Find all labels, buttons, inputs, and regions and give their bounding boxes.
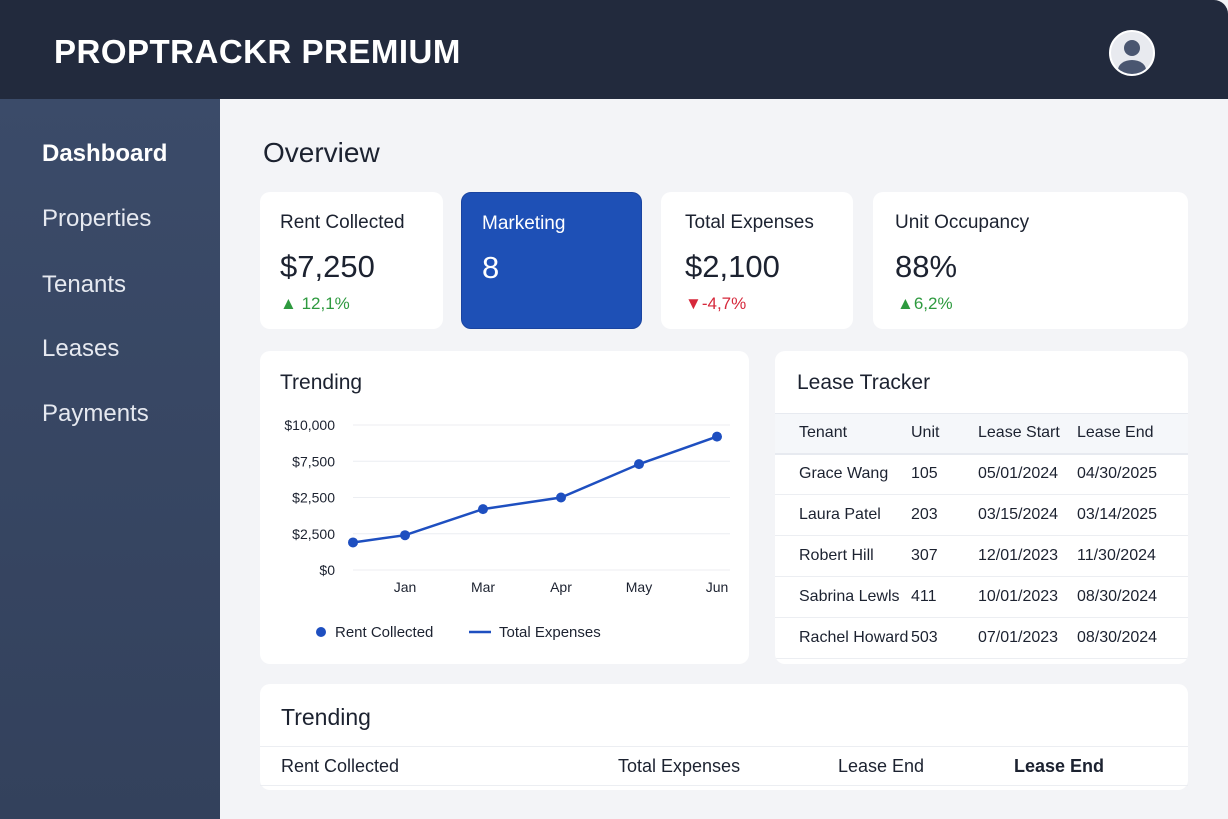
column-header[interactable]: Lease Start <box>978 413 1077 455</box>
table-cell: Grace Wang <box>775 453 911 495</box>
kpi-value: $2,100 <box>685 249 780 284</box>
table-cell: 10/01/2023 <box>978 576 1077 618</box>
kpi-value: 8 <box>482 250 500 285</box>
x-tick-label: Apr <box>550 579 572 595</box>
table-cell: 05/01/2024 <box>978 453 1077 495</box>
page-title: Overview <box>263 137 380 168</box>
top-header: PROPTRACKR PREMIUM <box>0 0 1228 99</box>
table-cell: 12/01/2023 <box>978 535 1077 577</box>
legend-label: Rent Collected <box>335 624 433 641</box>
column-header[interactable]: Lease End <box>1014 756 1105 776</box>
table-header-row: Rent Collected Total Expenses Lease End … <box>260 746 1188 786</box>
table-row[interactable]: Laura Patel 203 03/15/2024 03/14/2025 <box>775 494 1188 536</box>
data-point <box>400 530 410 541</box>
sidebar-item-payments[interactable]: Payments <box>42 400 149 427</box>
kpi-value: $7,250 <box>280 249 375 284</box>
trending-chart-card: Trending $10,000 $7,500 $2,500 $2,500 $0 Jan M… <box>260 351 749 664</box>
table-cell: 08/30/2024 <box>1077 576 1188 618</box>
data-point <box>556 492 566 503</box>
legend-marker-dot <box>316 627 326 637</box>
series-line <box>352 435 718 544</box>
table-cell: 11/30/2024 <box>1077 535 1188 577</box>
y-tick-label: $0 <box>319 562 335 578</box>
data-point <box>348 537 358 548</box>
y-tick-label: $10,000 <box>284 417 335 433</box>
data-point <box>712 431 722 442</box>
kpi-label: Marketing <box>482 213 566 234</box>
table-cell: Sabrina Lewls <box>775 576 911 618</box>
table-cell: 08/30/2024 <box>1077 617 1188 659</box>
y-tick-label: $2,500 <box>292 526 335 542</box>
x-tick-label: May <box>626 579 652 595</box>
card-title: Trending <box>281 704 371 730</box>
x-tick-label: Jun <box>706 579 729 595</box>
table-cell: 203 <box>911 494 978 536</box>
app-logo: PROPTRACKR PREMIUM <box>54 33 461 70</box>
kpi-label: Unit Occupancy <box>895 212 1030 233</box>
table-cell: 105 <box>911 453 978 495</box>
table-row[interactable]: Robert Hill 307 12/01/2023 11/30/2024 <box>775 535 1188 577</box>
card-title: Lease Tracker <box>797 371 931 394</box>
arrow-down-icon: ▼ <box>685 294 702 313</box>
kpi-change: ▲6,2% <box>897 294 953 313</box>
sidebar: Dashboard Properties Tenants Leases Paym… <box>0 99 220 819</box>
sidebar-item-tenants[interactable]: Tenants <box>42 271 127 298</box>
legend-label: Total Expenses <box>499 624 601 641</box>
column-header[interactable]: Unit <box>911 413 978 455</box>
bottom-trending-card: Trending Rent Collected Total Expenses L… <box>260 684 1188 790</box>
table-cell: 503 <box>911 617 978 659</box>
kpi-change: ▼-4,7% <box>685 294 747 313</box>
lease-table: Tenant Unit Lease Start Lease End Grace … <box>775 413 1188 659</box>
kpi-total-expenses[interactable]: Total Expenses $2,100 ▼-4,7% <box>661 192 853 329</box>
table-header-row: Tenant Unit Lease Start Lease End <box>775 413 1188 455</box>
table-cell: 411 <box>911 576 978 618</box>
column-header[interactable]: Rent Collected <box>281 756 400 776</box>
table-cell: 03/14/2025 <box>1077 494 1188 536</box>
data-point <box>478 504 488 515</box>
y-tick-label: $7,500 <box>292 453 335 469</box>
sidebar-item-dashboard[interactable]: Dashboard <box>42 140 168 167</box>
kpi-label: Total Expenses <box>685 212 814 233</box>
column-header[interactable]: Total Expenses <box>618 756 741 776</box>
table-cell: 307 <box>911 535 978 577</box>
x-tick-label: Mar <box>471 579 495 595</box>
kpi-label: Rent Collected <box>280 212 405 233</box>
arrow-up-icon: ▲ <box>897 294 914 313</box>
sidebar-item-leases[interactable]: Leases <box>42 335 120 362</box>
table-row[interactable]: Grace Wang 105 05/01/2024 04/30/2025 <box>775 453 1188 495</box>
table-cell: Laura Patel <box>775 494 911 536</box>
x-tick-label: Jan <box>394 579 417 595</box>
arrow-up-icon: ▲ <box>280 294 297 313</box>
kpi-unit-occupancy[interactable]: Unit Occupancy 88% ▲6,2% <box>873 192 1188 329</box>
column-header[interactable]: Lease End <box>838 756 925 776</box>
table-cell: Rachel Howard <box>775 617 911 659</box>
lease-tracker-card: Lease Tracker Tenant Unit Lease Start Le… <box>775 351 1188 664</box>
column-header[interactable]: Tenant <box>775 413 911 455</box>
table-row[interactable]: Sabrina Lewls 411 10/01/2023 08/30/2024 <box>775 576 1188 618</box>
kpi-marketing[interactable]: Marketing 8 <box>461 192 642 329</box>
line-chart: $10,000 $7,500 $2,500 $2,500 $0 Jan Mar Apr May J… <box>284 417 730 641</box>
sidebar-item-properties[interactable]: Properties <box>42 205 152 232</box>
card-title: Trending <box>280 371 363 394</box>
kpi-value: 88% <box>895 249 958 284</box>
kpi-rent-collected[interactable]: Rent Collected $7,250 ▲ 12,1% <box>260 192 443 329</box>
table-cell: Robert Hill <box>775 535 911 577</box>
column-header[interactable]: Lease End <box>1077 413 1188 455</box>
y-tick-label: $2,500 <box>292 490 335 506</box>
table-row[interactable]: Rachel Howard 503 07/01/2023 08/30/2024 <box>775 617 1188 659</box>
table-cell: 07/01/2023 <box>978 617 1077 659</box>
table-cell: 03/15/2024 <box>978 494 1077 536</box>
kpi-change: ▲ 12,1% <box>280 294 350 313</box>
table-cell: 04/30/2025 <box>1077 453 1188 495</box>
user-avatar-icon[interactable] <box>1109 30 1155 76</box>
data-point <box>634 459 644 470</box>
